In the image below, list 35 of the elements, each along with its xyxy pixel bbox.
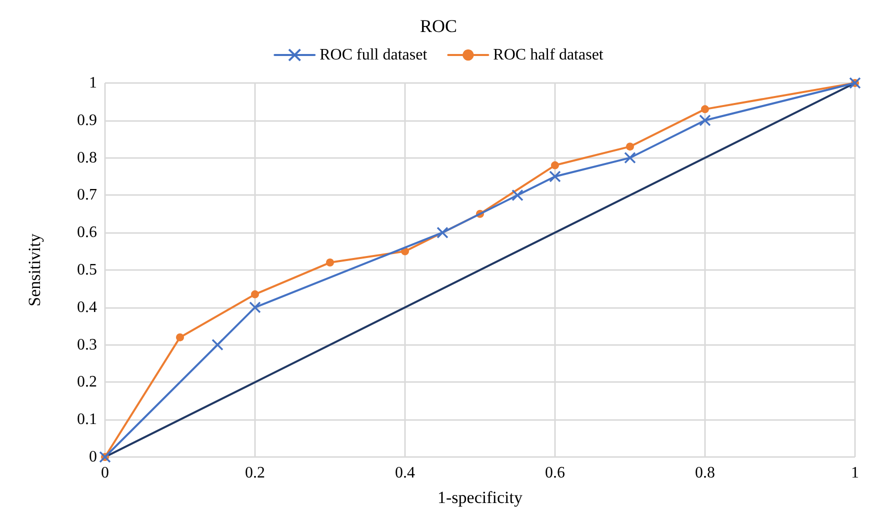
point: [512, 189, 524, 202]
point: [624, 152, 636, 164]
point: [699, 114, 711, 126]
y-tick-label: 1: [89, 74, 97, 92]
point: [176, 333, 184, 342]
point: [249, 302, 261, 314]
y-tick-label: 0.2: [77, 374, 97, 391]
point: [626, 142, 634, 151]
y-tick-label: 0.8: [77, 149, 97, 166]
y-tick-label: 0.1: [77, 411, 97, 428]
y-tick-label: 0.6: [77, 224, 97, 242]
point: [551, 161, 559, 170]
x-tick-label: 0: [101, 464, 109, 482]
y-tick-label: 0.3: [77, 336, 97, 354]
x-tick-label: 0.2: [245, 464, 265, 482]
x-tick-label: 1: [851, 464, 859, 482]
point: [326, 258, 334, 267]
x-tick-label: 0.6: [545, 464, 565, 482]
point: [212, 338, 224, 351]
legend-label: ROC half dataset: [493, 46, 604, 64]
y-tick-label: 0: [89, 448, 97, 466]
y-tick-label: 0.7: [77, 186, 97, 204]
chart-title: ROC: [420, 16, 458, 36]
y-tick-label: 0.9: [77, 112, 97, 129]
point: [701, 105, 709, 114]
x-tick-label: 0.4: [395, 464, 415, 482]
legend-label: ROC full dataset: [320, 46, 428, 64]
point: [549, 170, 561, 182]
x-tick-label: 0.8: [695, 464, 715, 482]
y-tick-label: 0.4: [77, 298, 97, 316]
x-axis-title: 1-specificity: [438, 488, 523, 507]
point: [251, 290, 259, 298]
y-tick-label: 0.5: [77, 262, 97, 278]
y-axis-title: Sensitivity: [25, 233, 44, 306]
point: [436, 226, 448, 238]
